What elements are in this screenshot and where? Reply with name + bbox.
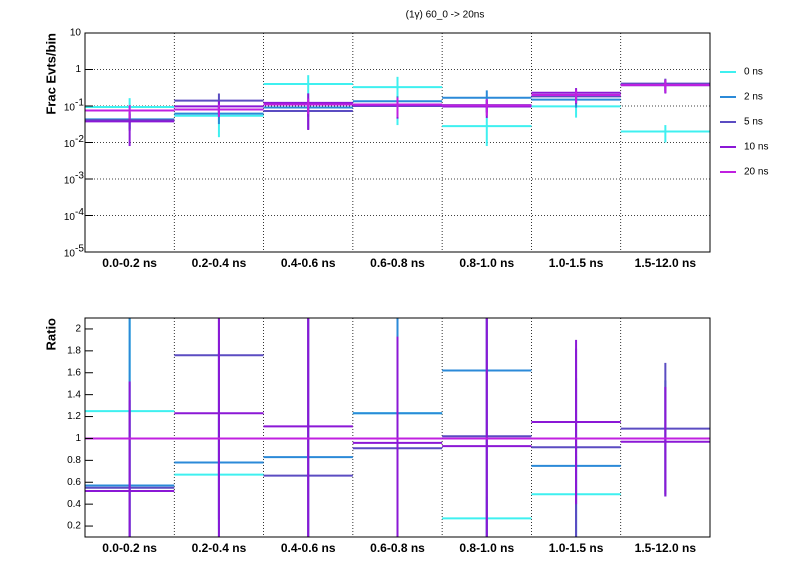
y-tick-label: 10 bbox=[64, 249, 76, 260]
y-tick-label: 10 bbox=[70, 28, 82, 39]
frame bbox=[84, 317, 711, 538]
legend-label: 10 ns bbox=[744, 142, 768, 153]
y-tick-label: 0.4 bbox=[67, 499, 81, 510]
y-tick-label: 2 bbox=[75, 324, 81, 335]
y-tick-exponent: -5 bbox=[75, 244, 84, 255]
plot-area bbox=[85, 33, 710, 252]
y-axis-label: Ratio bbox=[43, 318, 58, 351]
y-tick-label: 1 bbox=[75, 433, 81, 444]
x-tick-label: 0.4-0.6 ns bbox=[281, 256, 336, 270]
x-tick-label: 1.0-1.5 ns bbox=[549, 256, 604, 270]
x-tick-label: 0.0-0.2 ns bbox=[102, 256, 157, 270]
y-tick-label: 1.2 bbox=[67, 411, 81, 422]
y-tick-exponent: -4 bbox=[75, 207, 84, 218]
x-tick-label: 0.2-0.4 ns bbox=[192, 256, 247, 270]
y-tick-label: 10 bbox=[64, 139, 76, 150]
legend-label: 0 ns bbox=[744, 67, 763, 78]
y-tick-label: 10 bbox=[64, 176, 76, 187]
y-tick-label: 0.6 bbox=[67, 477, 81, 488]
x-tick-label: 1.0-1.5 ns bbox=[549, 541, 604, 555]
y-tick-label: 1.8 bbox=[67, 345, 81, 356]
legend-label: 2 ns bbox=[744, 92, 763, 103]
legend-label: 20 ns bbox=[744, 167, 768, 178]
y-axis-label: Frac Evts/bin bbox=[43, 33, 58, 115]
x-tick-label: 0.2-0.4 ns bbox=[192, 541, 247, 555]
y-tick-label: 0.8 bbox=[67, 455, 81, 466]
x-tick-label: 1.5-12.0 ns bbox=[635, 541, 697, 555]
plot-area bbox=[85, 318, 710, 537]
x-tick-label: 0.8-1.0 ns bbox=[459, 256, 514, 270]
y-tick-label: 1.4 bbox=[67, 389, 81, 400]
frame bbox=[84, 32, 711, 253]
x-tick-label: 0.4-0.6 ns bbox=[281, 541, 336, 555]
y-tick-label: 1 bbox=[75, 64, 81, 75]
y-tick-exponent: -2 bbox=[75, 134, 84, 145]
y-tick-label: 10 bbox=[64, 103, 76, 114]
chart-title: (1γ) 60_0 -> 20ns bbox=[406, 10, 485, 21]
y-tick-label: 0.2 bbox=[67, 521, 81, 532]
x-tick-label: 0.6-0.8 ns bbox=[370, 541, 425, 555]
y-tick-label: 1.6 bbox=[67, 367, 81, 378]
y-tick-exponent: -3 bbox=[75, 171, 84, 182]
x-tick-label: 0.6-0.8 ns bbox=[370, 256, 425, 270]
x-tick-label: 1.5-12.0 ns bbox=[635, 256, 697, 270]
y-tick-exponent: -1 bbox=[75, 98, 84, 109]
x-tick-label: 0.8-1.0 ns bbox=[459, 541, 514, 555]
x-tick-label: 0.0-0.2 ns bbox=[102, 541, 157, 555]
y-tick-label: 10 bbox=[64, 212, 76, 223]
legend-label: 5 ns bbox=[744, 117, 763, 128]
